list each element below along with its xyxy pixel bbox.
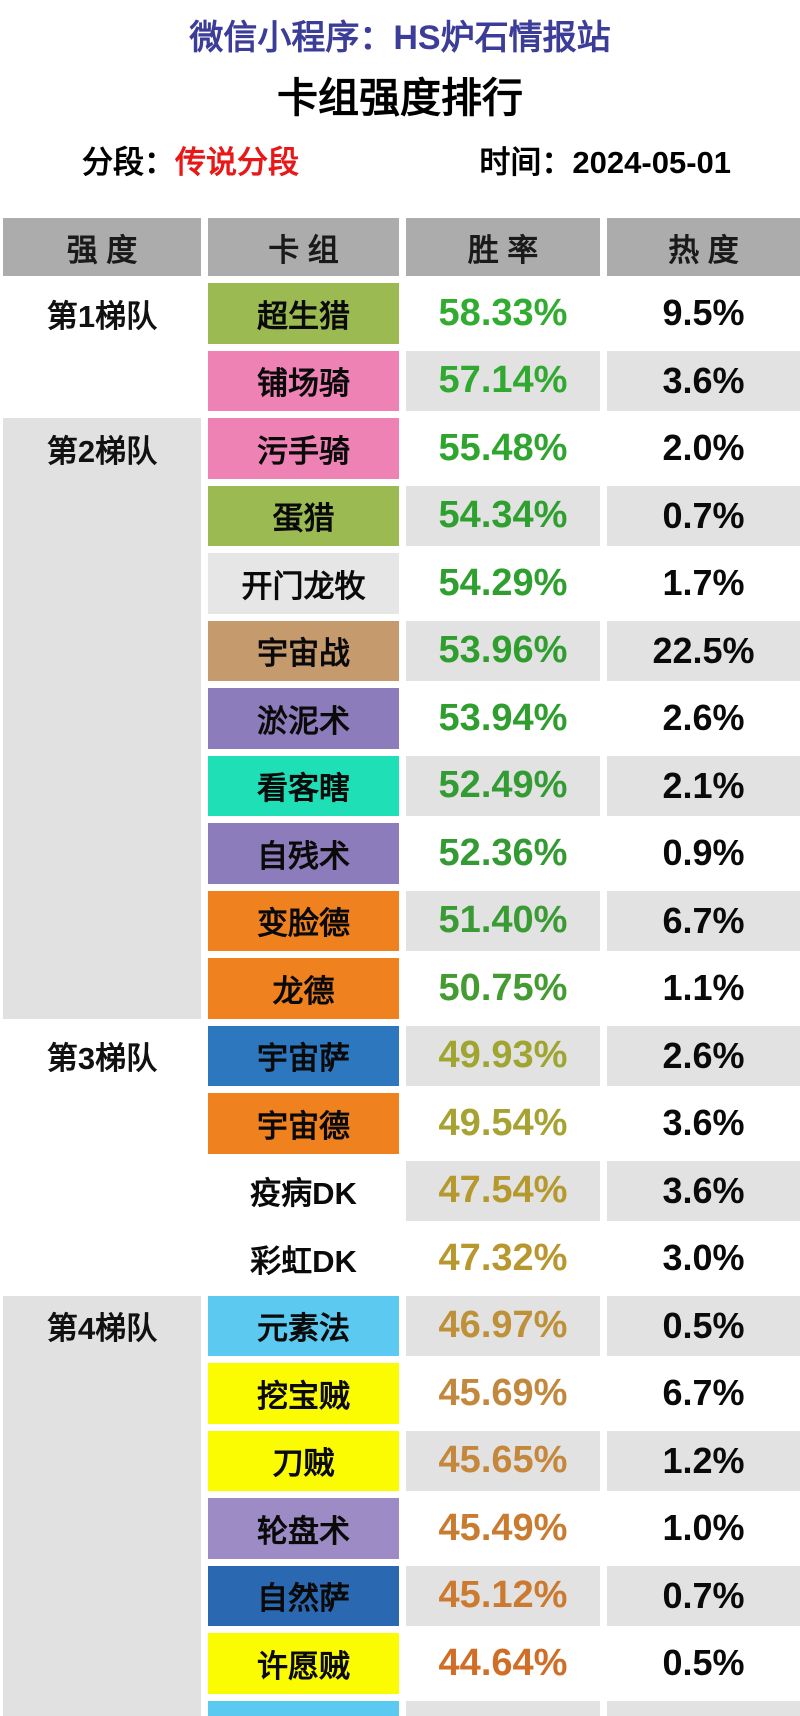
popularity-cell: 3.6% — [607, 1160, 800, 1221]
popularity-cell: 1.7% — [662, 562, 745, 604]
deck-cell[interactable]: 淤泥术 — [208, 688, 399, 749]
deck-cell[interactable]: 元素法 — [208, 1295, 399, 1356]
popularity-cell: 1.2% — [607, 1430, 800, 1491]
win-rate-cell: 51.40% — [406, 890, 600, 951]
deck-cell[interactable]: 刀贼 — [208, 1430, 399, 1491]
tier-cell-3: 第3梯队 — [3, 1026, 201, 1289]
mini-program-source: 微信小程序：HS炉石情报站 — [189, 19, 611, 57]
win-rate-cell: 52.36% — [438, 831, 568, 874]
tier-cell-1: 第1梯队 — [3, 283, 201, 411]
column-header-strength: 强 度 — [3, 218, 201, 276]
win-rate-cell: 44.64% — [438, 1641, 568, 1684]
deck-cell[interactable]: 彩虹DK — [208, 1228, 399, 1289]
win-rate-cell: 54.34% — [406, 485, 600, 546]
tier-label: 第1梯队 — [46, 298, 158, 334]
win-rate-cell: 49.93% — [406, 1025, 600, 1086]
win-rate-cell — [406, 1700, 600, 1716]
deck-cell[interactable]: 宇宙德 — [208, 1093, 399, 1154]
deck-cell[interactable]: 蛋猎 — [208, 485, 399, 546]
win-rate-cell: 58.33% — [438, 291, 568, 334]
deck-cell[interactable]: 看客瞎 — [208, 755, 399, 816]
filter-row: 分段：传说分段 时间：2024-05-01 — [0, 138, 800, 188]
deck-cell[interactable]: 许愿贼 — [208, 1633, 399, 1694]
tier-cell-2: 第2梯队 — [3, 418, 201, 1019]
popularity-cell: 2.0% — [662, 427, 745, 469]
deck-cell[interactable]: 超生猎 — [208, 283, 399, 344]
win-rate-cell: 55.48% — [438, 426, 568, 469]
win-rate-cell: 45.49% — [438, 1506, 568, 1549]
popularity-cell: 1.0% — [662, 1507, 745, 1549]
date-filter[interactable]: 时间：2024-05-01 — [479, 138, 731, 188]
segment-label: 分段： — [82, 145, 175, 180]
deck-cell[interactable]: 污手骑 — [208, 418, 399, 479]
win-rate-cell: 54.29% — [438, 561, 568, 604]
popularity-cell: 22.5% — [607, 620, 800, 681]
win-rate-cell: 57.14% — [406, 350, 600, 411]
time-value: 2024-05-01 — [572, 145, 731, 180]
popularity-cell: 6.7% — [662, 1372, 745, 1414]
tier-label: 第4梯队 — [46, 1311, 158, 1347]
deck-cell[interactable]: 铺场骑 — [208, 350, 399, 411]
page-title: 卡组强度排行 — [277, 75, 523, 121]
deck-cell[interactable]: 自然萨 — [208, 1565, 399, 1626]
tier-label: 第3梯队 — [46, 1041, 158, 1077]
popularity-cell: 3.6% — [607, 350, 800, 411]
ranking-table: 强 度 卡 组 胜 率 热 度 第1梯队第2梯队第3梯队第4梯队 超生猎 58.33… — [0, 218, 800, 1716]
popularity-cell: 1.1% — [662, 967, 745, 1009]
deck-cell[interactable]: 自残术 — [208, 823, 399, 884]
popularity-cell: 2.1% — [607, 755, 800, 816]
deck-cell[interactable]: 变脸德 — [208, 890, 399, 951]
popularity-cell: 6.7% — [607, 890, 800, 951]
column-header-deck: 卡 组 — [208, 218, 399, 276]
popularity-cell: 3.0% — [662, 1237, 745, 1279]
win-rate-cell: 47.54% — [406, 1160, 600, 1221]
deck-cell[interactable]: 宇宙战 — [208, 620, 399, 681]
deck-cell[interactable]: 疫病DK — [208, 1160, 399, 1221]
tier-cell-4: 第4梯队 — [3, 1295, 201, 1716]
time-label: 时间： — [479, 145, 573, 180]
segment-filter[interactable]: 分段：传说分段 — [82, 138, 299, 188]
tier-label: 第2梯队 — [46, 433, 158, 469]
win-rate-cell: 50.75% — [438, 966, 568, 1009]
segment-value: 传说分段 — [175, 145, 299, 180]
win-rate-cell: 45.69% — [438, 1371, 568, 1414]
deck-cell[interactable]: 宇宙萨 — [208, 1025, 399, 1086]
column-header-winrate: 胜 率 — [406, 218, 600, 276]
popularity-cell — [607, 1700, 800, 1716]
popularity-cell: 2.6% — [662, 697, 745, 739]
popularity-cell: 3.6% — [662, 1102, 745, 1144]
win-rate-cell: 45.65% — [406, 1430, 600, 1491]
deck-cell[interactable]: 挖宝贼 — [208, 1363, 399, 1424]
popularity-cell: 0.7% — [607, 1565, 800, 1626]
win-rate-cell: 47.32% — [438, 1236, 568, 1279]
popularity-cell: 0.5% — [662, 1642, 745, 1684]
win-rate-cell: 45.12% — [406, 1565, 600, 1626]
popularity-cell: 0.7% — [607, 485, 800, 546]
win-rate-cell: 49.54% — [438, 1101, 568, 1144]
popularity-cell: 9.5% — [662, 292, 745, 334]
win-rate-cell: 52.49% — [406, 755, 600, 816]
popularity-cell: 2.6% — [607, 1025, 800, 1086]
column-header-popularity: 热 度 — [607, 218, 800, 276]
deck-cell[interactable]: 开门龙牧 — [208, 553, 399, 614]
popularity-cell: 0.9% — [662, 832, 745, 874]
popularity-cell: 0.5% — [607, 1295, 800, 1356]
deck-cell[interactable]: 轮盘术 — [208, 1498, 399, 1559]
deck-cell[interactable] — [208, 1700, 399, 1716]
win-rate-cell: 46.97% — [406, 1295, 600, 1356]
win-rate-cell: 53.96% — [406, 620, 600, 681]
deck-cell[interactable]: 龙德 — [208, 958, 399, 1019]
win-rate-cell: 53.94% — [438, 696, 568, 739]
